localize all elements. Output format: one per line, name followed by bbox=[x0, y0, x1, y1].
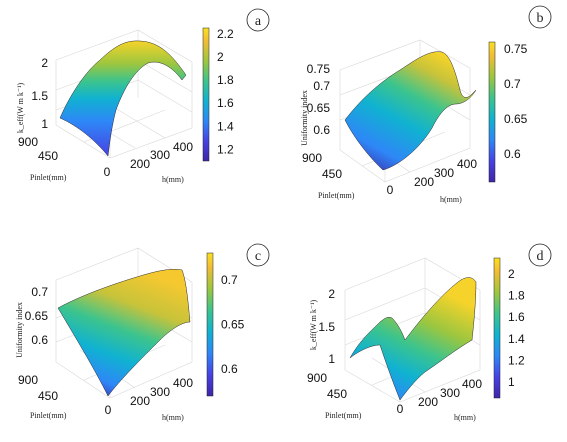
panel-c-y-tick: 900 bbox=[18, 373, 38, 387]
panel-a-y-tick: 450 bbox=[38, 149, 58, 163]
panel-a-x-tick: 200 bbox=[130, 157, 150, 171]
panel-a-z-tick: 1.5 bbox=[31, 89, 48, 103]
panel-c-x-tick: 400 bbox=[173, 376, 193, 390]
panel-c-x-tick: 200 bbox=[130, 394, 150, 408]
panel-d-surface bbox=[349, 277, 477, 401]
panel-d-y-tick: 900 bbox=[307, 371, 327, 385]
panel-a-letter-circle bbox=[246, 8, 270, 32]
panel-b-colorbar-tick: 0.6 bbox=[504, 147, 521, 161]
panel-c-x-tick: 300 bbox=[150, 385, 170, 399]
panel-c-colorbar-tick: 0.6 bbox=[221, 362, 238, 376]
panel-d-colorbar-tick: 1.6 bbox=[508, 310, 525, 324]
panel-c-zlabel: Uniformity index bbox=[15, 302, 24, 358]
panel-c-z-tick: 0.65 bbox=[25, 309, 49, 323]
panel-b-surface bbox=[344, 51, 477, 171]
panel-a-x-tick: 0 bbox=[104, 165, 111, 179]
panel-a bbox=[55, 27, 210, 162]
panel-b-z-tick: 0.7 bbox=[313, 79, 330, 93]
panel-b-ylabel: Pinlet(mm) bbox=[318, 191, 355, 200]
panel-d-colorbar-tick: 1 bbox=[508, 375, 515, 389]
panel-d bbox=[344, 257, 501, 403]
panel-a-colorbar-tick: 2 bbox=[217, 50, 224, 64]
panel-a-ylabel: Pinlet(mm) bbox=[30, 173, 67, 182]
panel-d-letter-circle bbox=[528, 243, 552, 267]
panel-b-letter: b bbox=[537, 11, 544, 26]
panel-d-ylabel: Pinlet(mm) bbox=[325, 411, 362, 420]
panel-a-y-tick: 900 bbox=[18, 135, 38, 149]
panel-a-colorbar bbox=[202, 27, 210, 162]
panel-d-z-tick: 1 bbox=[328, 352, 335, 366]
panel-d-y-tick: 450 bbox=[327, 387, 347, 401]
panel-b-y-tick: 450 bbox=[322, 167, 342, 181]
panel-c-colorbar-tick: 0.7 bbox=[221, 273, 238, 287]
panel-b-colorbar bbox=[488, 41, 496, 183]
panel-a-x-tick: 300 bbox=[150, 148, 170, 162]
panel-a-z-tick: 1 bbox=[41, 117, 48, 131]
panel-a-colorbar-tick: 1.8 bbox=[217, 73, 234, 87]
panel-d-colorbar-tick: 1.2 bbox=[508, 353, 525, 367]
panel-d-colorbar bbox=[493, 257, 501, 399]
panel-c-x-tick: 0 bbox=[105, 403, 112, 417]
panel-b-x-tick: 400 bbox=[457, 157, 477, 171]
panel-c bbox=[55, 247, 214, 399]
panel-d-x-tick: 0 bbox=[397, 402, 404, 416]
panel-b-letter-circle bbox=[528, 5, 552, 29]
panel-b-colorbar-tick: 0.65 bbox=[504, 112, 528, 126]
panel-b-z-tick: 0.75 bbox=[307, 62, 331, 76]
panel-a-xlabel: h(mm) bbox=[162, 175, 184, 184]
panel-a-colorbar-tick: 1.2 bbox=[217, 142, 234, 156]
panel-d-zlabel: k_eff(W m k⁻¹) bbox=[309, 300, 318, 351]
panel-b bbox=[339, 39, 496, 183]
panel-c-xlabel: h(mm) bbox=[162, 413, 184, 422]
panel-c-letter-circle bbox=[246, 243, 270, 267]
panel-d-z-tick: 1.5 bbox=[318, 320, 335, 334]
panel-d-colorbar-tick: 2 bbox=[508, 267, 515, 281]
panel-a-surface bbox=[59, 40, 187, 157]
panel-d-xlabel: h(mm) bbox=[454, 413, 476, 422]
panel-a-colorbar-tick: 2.2 bbox=[217, 27, 234, 41]
panel-d-z-tick: 2 bbox=[328, 287, 335, 301]
panel-b-x-tick: 300 bbox=[434, 166, 454, 180]
panel-a-colorbar-tick: 1.6 bbox=[217, 96, 234, 110]
panel-d-x-tick: 300 bbox=[440, 386, 460, 400]
panel-a-x-tick: 400 bbox=[173, 140, 193, 154]
panel-c-y-tick: 450 bbox=[38, 389, 58, 403]
panel-c-ylabel: Pinlet(mm) bbox=[30, 411, 67, 420]
panel-b-y-tick: 900 bbox=[302, 151, 322, 165]
panel-b-xlabel: h(mm) bbox=[440, 195, 462, 204]
panel-c-colorbar bbox=[206, 252, 214, 397]
panel-b-colorbar-tick: 0.7 bbox=[504, 77, 521, 91]
panel-c-colorbar-tick: 0.65 bbox=[221, 318, 245, 332]
panel-c-surface bbox=[57, 269, 191, 397]
labels-layer: a11.520200300400900450h(mm)Pinlet(mm)k_e… bbox=[15, 5, 552, 422]
panel-b-x-tick: 200 bbox=[414, 175, 434, 189]
panel-b-x-tick: 0 bbox=[387, 183, 394, 197]
panel-c-letter: c bbox=[255, 249, 261, 264]
panel-a-z-tick: 2 bbox=[41, 56, 48, 70]
panel-d-colorbar-tick: 1.8 bbox=[508, 289, 525, 303]
panel-b-colorbar-tick: 0.75 bbox=[504, 42, 528, 56]
panel-a-zlabel: k_eff(W m k⁻¹) bbox=[16, 83, 25, 134]
panel-c-z-tick: 0.6 bbox=[31, 333, 48, 347]
panel-a-colorbar-tick: 1.4 bbox=[217, 119, 234, 133]
panel-b-z-tick: 0.6 bbox=[313, 123, 330, 137]
panel-d-letter: d bbox=[537, 249, 544, 264]
panel-b-zlabel: Uniformity index bbox=[300, 90, 309, 146]
panel-a-letter: a bbox=[255, 14, 262, 29]
panel-c-z-tick: 0.7 bbox=[31, 285, 48, 299]
panel-d-x-tick: 400 bbox=[462, 377, 482, 391]
panel-d-colorbar-tick: 1.4 bbox=[508, 332, 525, 346]
panel-d-x-tick: 200 bbox=[418, 395, 438, 409]
panel-b-z-tick: 0.65 bbox=[307, 101, 331, 115]
